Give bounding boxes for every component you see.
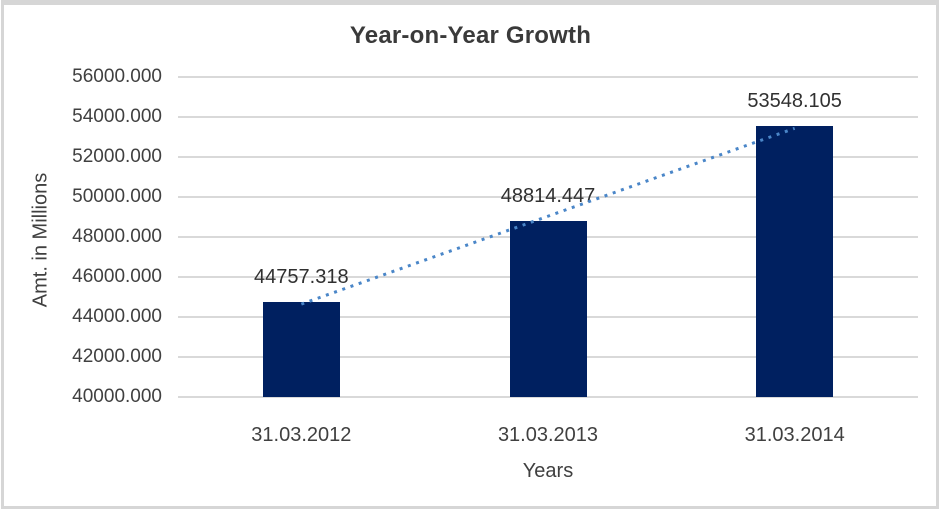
y-tick-label: 46000.000 [72,266,162,287]
bar-value-label: 48814.447 [500,184,596,207]
y-tick-label: 48000.000 [72,226,162,247]
x-axis-title: Years [522,460,574,482]
bar [756,126,834,397]
bar [262,301,340,397]
y-tick-label: 56000.000 [72,66,162,87]
bar-value-label: 44757.318 [254,265,349,288]
bar-value-label: 53548.105 [747,90,842,113]
gridline [178,76,918,78]
gridline [178,396,918,398]
y-tick-label: 54000.000 [72,106,162,127]
y-tick-label: 50000.000 [72,186,162,207]
y-tick-label: 44000.000 [72,306,162,327]
y-tick-label: 40000.000 [72,386,162,407]
x-tick-label: 31.03.2014 [744,424,845,446]
x-tick-label: 31.03.2013 [497,424,599,446]
x-tick-label: 31.03.2012 [251,424,352,446]
y-tick-label: 42000.000 [72,346,162,367]
bar [509,220,587,397]
y-tick-label: 52000.000 [72,146,162,167]
chart-title: Year-on-Year Growth [349,22,592,49]
gridline [178,116,918,118]
